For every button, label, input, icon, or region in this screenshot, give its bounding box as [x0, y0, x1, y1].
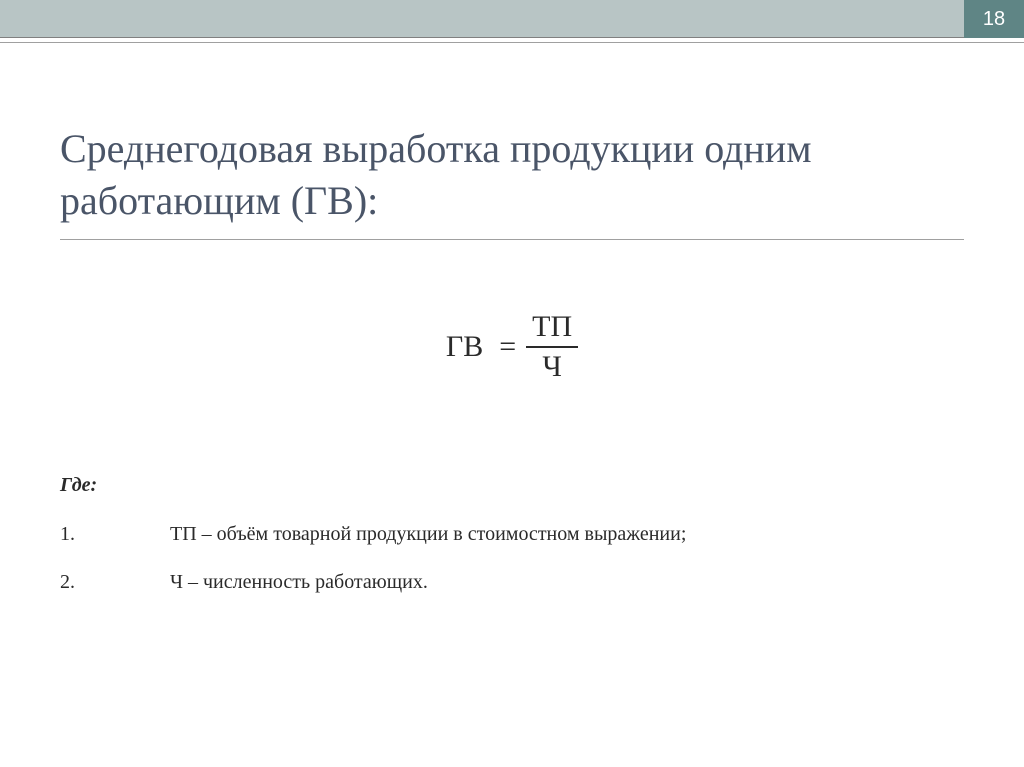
top-bar-accent-light: [0, 0, 964, 38]
slide-title: Среднегодовая выработка продукции одним …: [60, 123, 964, 227]
legend: Где: 1. ТП – объём товарной продукции в …: [60, 474, 964, 597]
formula-denominator: Ч: [536, 348, 568, 384]
legend-where-label: Где:: [60, 474, 964, 497]
formula: ГВ = ТП Ч: [446, 310, 578, 384]
slide-top-bar: 18: [0, 0, 1024, 38]
formula-numerator: ТП: [526, 310, 578, 346]
legend-item-text: Ч – численность работающих.: [170, 567, 964, 597]
legend-item: 1. ТП – объём товарной продукции в стоим…: [60, 519, 964, 549]
page-number: 18: [983, 8, 1005, 31]
legend-item-number: 1.: [60, 519, 170, 549]
title-underline: [60, 239, 964, 240]
formula-lhs: ГВ: [446, 330, 483, 364]
legend-item-text: ТП – объём товарной продукции в стоимост…: [170, 519, 964, 549]
legend-item: 2. Ч – численность работающих.: [60, 567, 964, 597]
formula-equals: =: [499, 330, 516, 364]
slide-content: Среднегодовая выработка продукции одним …: [0, 43, 1024, 655]
formula-block: ГВ = ТП Ч: [60, 310, 964, 384]
legend-item-number: 2.: [60, 567, 170, 597]
page-number-box: 18: [964, 0, 1024, 38]
formula-fraction: ТП Ч: [526, 310, 578, 384]
